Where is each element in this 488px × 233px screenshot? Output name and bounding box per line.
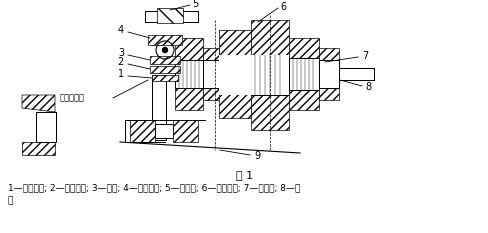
Bar [36, 112, 56, 142]
Bar [175, 88, 203, 110]
Bar [219, 93, 250, 118]
Text: 2: 2 [118, 57, 124, 67]
Bar [219, 30, 250, 55]
Bar [150, 66, 180, 73]
Text: 4: 4 [118, 25, 124, 35]
Bar [203, 48, 219, 60]
Bar [173, 120, 198, 142]
Polygon shape [22, 95, 55, 112]
Bar [203, 60, 219, 88]
Bar [318, 88, 338, 100]
Bar [219, 55, 288, 95]
Bar [148, 35, 182, 45]
Polygon shape [22, 142, 55, 155]
Bar [152, 75, 165, 140]
Bar [219, 55, 250, 93]
Bar [155, 124, 173, 138]
Text: 图 1: 图 1 [236, 170, 253, 180]
Text: 6: 6 [280, 2, 285, 12]
Bar [288, 90, 318, 110]
Bar [157, 8, 183, 23]
Bar [338, 68, 373, 80]
Text: 轴: 轴 [8, 196, 13, 205]
Text: 7: 7 [361, 51, 367, 61]
Text: 1: 1 [118, 69, 124, 79]
Bar [250, 20, 288, 55]
Bar [203, 88, 219, 100]
Text: 8: 8 [364, 82, 370, 92]
Bar [152, 75, 178, 81]
Bar [288, 58, 318, 90]
Bar [150, 56, 180, 64]
Bar [318, 60, 338, 88]
Text: 5: 5 [192, 0, 198, 9]
Bar [250, 55, 288, 95]
Bar [130, 120, 155, 142]
Circle shape [162, 48, 167, 52]
Bar [318, 48, 338, 60]
Bar [175, 38, 203, 60]
Bar [175, 60, 203, 88]
Bar [250, 95, 288, 130]
Bar [288, 38, 318, 58]
Text: 9: 9 [253, 151, 260, 161]
Text: 1—联接螺钉; 2—雷锤压盖; 3—雷锤; 4—联接螺栓; 5—梅花架; 6—主轴压板; 7—铲刀架; 8—主: 1—联接螺钉; 2—雷锤压盖; 3—雷锤; 4—联接螺栓; 5—梅花架; 6—主… [8, 183, 300, 192]
Text: 失效螺纹孔: 失效螺纹孔 [60, 93, 85, 103]
Text: 3: 3 [118, 48, 124, 58]
